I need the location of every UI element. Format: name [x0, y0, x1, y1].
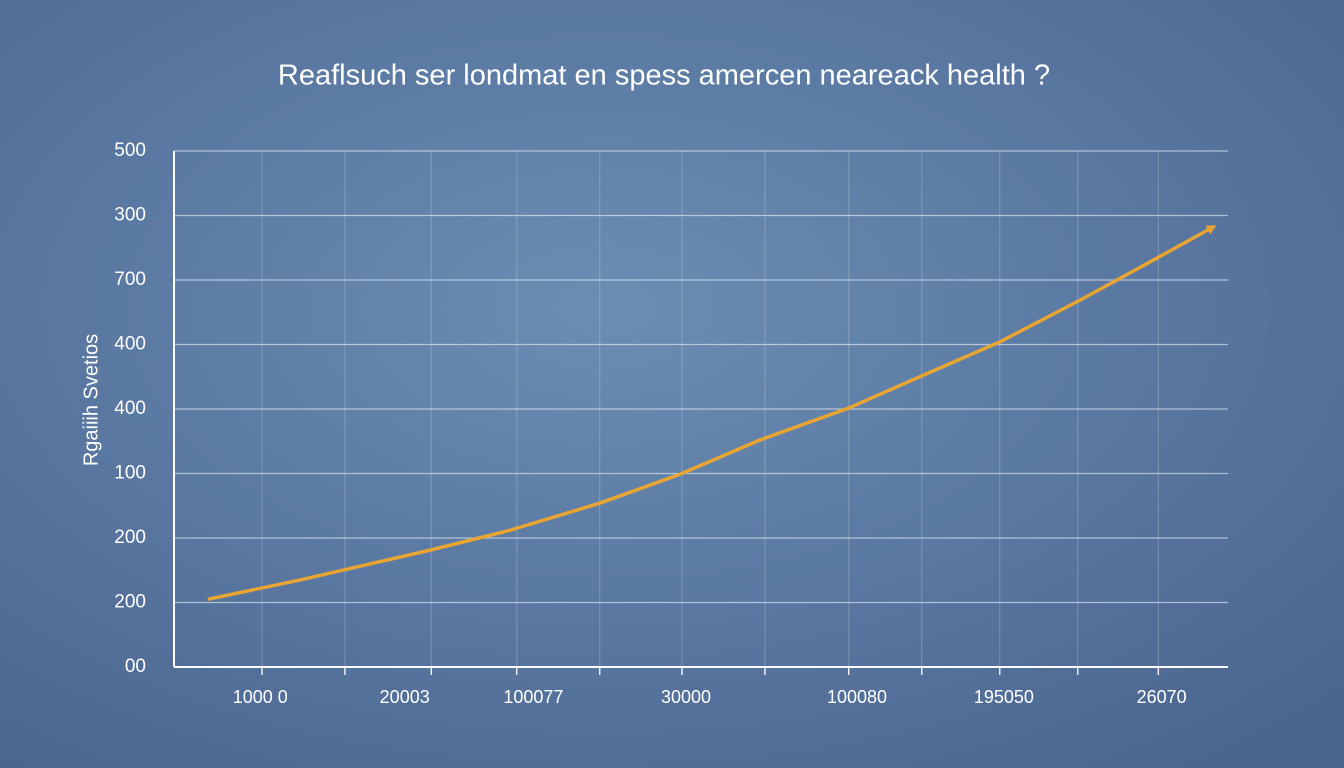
y-tick-label: 100 — [114, 463, 146, 484]
chart-title: Reaflsuch ser londmat en spess amercen n… — [278, 60, 1050, 92]
y-tick-label: 200 — [114, 527, 146, 548]
x-tick-label: 100080 — [827, 687, 887, 707]
y-tick-label: 00 — [125, 656, 146, 677]
x-tick-label: 1000 0 — [233, 687, 288, 707]
x-tick-label: 20003 — [380, 687, 430, 707]
x-tick-label: 26070 — [1137, 687, 1187, 707]
y-tick-label: 500 — [114, 140, 146, 161]
y-tick-label: 700 — [114, 269, 146, 290]
x-tick-label: 195050 — [974, 687, 1034, 707]
x-tick-label: 30000 — [661, 687, 711, 707]
line — [207, 225, 1217, 601]
x-tick-label: 100077 — [503, 687, 563, 707]
y-tick-label: 300 — [114, 205, 146, 226]
y-tick-label: 400 — [114, 334, 146, 355]
y-tick-label: 400 — [114, 398, 146, 419]
y-axis-title: Rgaiiih Svetios — [80, 334, 102, 466]
y-tick-label: 200 — [114, 592, 146, 613]
